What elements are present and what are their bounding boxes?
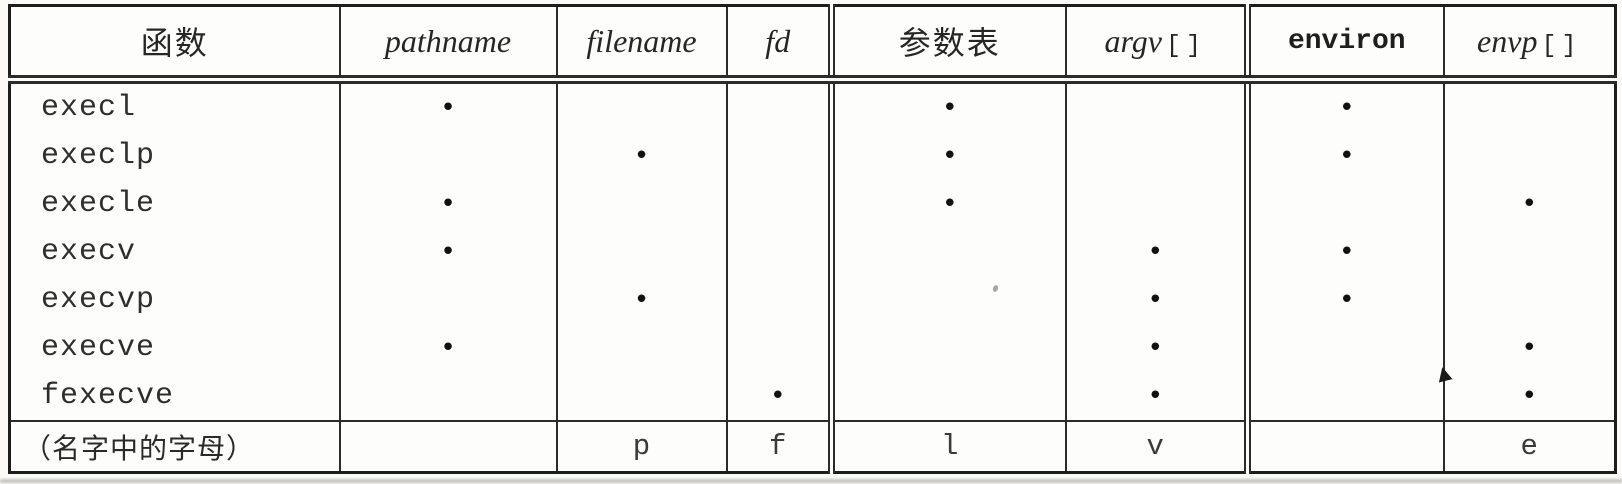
dot-cell-pathname — [338, 372, 558, 421]
dot-cell-filename: • — [555, 276, 728, 324]
dot-cell-envp: • — [1442, 180, 1617, 228]
function-name: execvp — [8, 276, 341, 324]
envp-brackets: [] — [1541, 30, 1582, 60]
letter-cell-envp: e — [1442, 420, 1617, 473]
letters-in-name-label: （名字中的字母） — [8, 420, 341, 473]
header-label-argv: argv — [1104, 22, 1162, 59]
header-cell-fd: fd — [725, 5, 833, 84]
table-row-execv: execv • • • — [8, 228, 1617, 276]
dot-cell-environ — [1244, 372, 1445, 421]
header-cell-envp: envp[] — [1442, 5, 1617, 84]
table-row-execve: execve • • • — [8, 324, 1617, 372]
dot-cell-argv — [1064, 79, 1249, 132]
dot-cell-environ: • — [1244, 276, 1445, 324]
dot-cell-pathname — [338, 132, 558, 180]
table-row-execlp: execlp • • • — [8, 132, 1617, 180]
dot-cell-arglist — [828, 372, 1067, 421]
dot-cell-arglist — [828, 276, 1067, 324]
dot-cell-filename — [555, 79, 728, 132]
dot-cell-argv — [1064, 132, 1249, 180]
dot-cell-filename — [555, 324, 728, 372]
table-row-execle: execle • • • — [8, 180, 1617, 228]
exec-functions-table: 函数 pathname filename fd 参数表 argv[] envir… — [8, 4, 1617, 474]
letter-cell-filename: p — [555, 420, 728, 473]
dot-cell-filename — [555, 228, 728, 276]
dot-cell-arglist — [828, 228, 1067, 276]
dot-cell-arglist: • — [828, 132, 1067, 180]
dot-cell-filename — [555, 372, 728, 421]
dot-cell-envp — [1442, 79, 1617, 132]
dot-cell-fd — [725, 276, 833, 324]
header-cell-pathname: pathname — [338, 5, 558, 84]
dot-cell-filename — [555, 180, 728, 228]
dot-cell-argv: • — [1064, 228, 1249, 276]
dot-cell-envp — [1442, 132, 1617, 180]
dot-cell-environ: • — [1244, 228, 1445, 276]
letter-cell-environ — [1244, 420, 1445, 473]
dot-cell-fd — [725, 180, 833, 228]
dot-cell-arglist: • — [828, 79, 1067, 132]
dot-cell-pathname: • — [338, 180, 558, 228]
header-label-arglist: 参数表 — [898, 25, 1001, 61]
dot-cell-envp — [1442, 276, 1617, 324]
dot-cell-argv: • — [1064, 276, 1249, 324]
table-row-execvp: execvp • • • — [8, 276, 1617, 324]
header-label-pathname: pathname — [384, 22, 512, 59]
dot-cell-argv — [1064, 180, 1249, 228]
function-name: fexecve — [8, 372, 341, 421]
dot-cell-fd — [725, 79, 833, 132]
dot-cell-argv: • — [1064, 372, 1249, 421]
dot-cell-arglist — [828, 324, 1067, 372]
dot-cell-envp: • — [1442, 324, 1617, 372]
table-row-fexecve: fexecve • • • — [8, 372, 1617, 421]
dot-cell-fd — [725, 228, 833, 276]
letter-cell-arglist: l — [828, 420, 1067, 473]
dot-cell-envp — [1442, 228, 1617, 276]
header-label-fd: fd — [765, 22, 791, 59]
letter-cell-argv: v — [1064, 420, 1249, 473]
dot-cell-fd — [725, 132, 833, 180]
function-name: execlp — [8, 132, 341, 180]
dot-cell-fd: • — [725, 372, 833, 421]
dot-cell-arglist: • — [828, 180, 1067, 228]
dot-cell-environ — [1244, 180, 1445, 228]
dot-cell-envp: • — [1442, 372, 1617, 421]
dot-cell-pathname: • — [338, 228, 558, 276]
letters-in-name-row: （名字中的字母） p f l v e — [8, 420, 1617, 473]
dot-cell-environ: • — [1244, 79, 1445, 132]
header-label-function: 函数 — [140, 25, 209, 61]
function-name: execle — [8, 180, 341, 228]
dot-cell-argv: • — [1064, 324, 1249, 372]
scan-edge-smudge — [0, 479, 1622, 483]
header-cell-arglist: 参数表 — [828, 5, 1067, 84]
function-name: execl — [8, 79, 341, 132]
dot-cell-environ: • — [1244, 132, 1445, 180]
header-cell-function: 函数 — [8, 5, 341, 84]
dot-cell-pathname — [338, 276, 558, 324]
letter-cell-pathname — [338, 420, 558, 473]
header-label-filename: filename — [586, 22, 697, 59]
header-label-envp: envp — [1477, 22, 1538, 59]
argv-brackets: [] — [1165, 30, 1206, 60]
table-row-execl: execl • • • — [8, 79, 1617, 132]
header-cell-argv: argv[] — [1064, 5, 1249, 84]
dot-cell-fd — [725, 324, 833, 372]
header-cell-filename: filename — [555, 5, 728, 84]
dot-cell-environ — [1244, 324, 1445, 372]
function-name: execv — [8, 228, 341, 276]
letter-cell-fd: f — [725, 420, 833, 473]
header-label-environ: environ — [1287, 25, 1406, 57]
header-cell-environ: environ — [1244, 5, 1445, 84]
dot-cell-filename: • — [555, 132, 728, 180]
dot-cell-pathname: • — [338, 324, 558, 372]
header-row: 函数 pathname filename fd 参数表 argv[] envir… — [8, 5, 1617, 84]
dot-cell-pathname: • — [338, 79, 558, 132]
function-name: execve — [8, 324, 341, 372]
